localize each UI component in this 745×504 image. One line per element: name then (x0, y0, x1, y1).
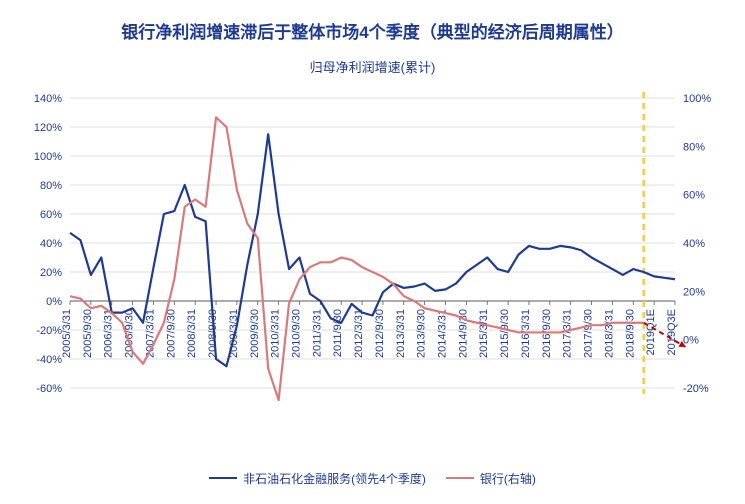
y-left-label: 40% (40, 238, 62, 250)
legend: 非石油石化金融服务(领先4个季度) 银行(右轴) (0, 468, 745, 487)
legend-label: 银行(右轴) (480, 470, 536, 487)
x-tick-label: 2019Q1E (645, 309, 657, 355)
legend-item: 银行(右轴) (446, 470, 536, 487)
x-tick-label: 2011/9/30 (332, 309, 344, 357)
legend-label: 非石油石化金融服务(领先4个季度) (243, 470, 426, 487)
x-tick-label: 2011/3/31 (311, 309, 323, 357)
x-tick-label: 2017/9/30 (583, 309, 595, 358)
chart-container: 银行净利润增速滞后于整体市场4个季度（典型的经济后周期属性） 归母净利润增速(累… (0, 0, 745, 504)
y-left-label: 20% (40, 267, 62, 279)
x-tick-label: 2018/3/31 (603, 309, 615, 358)
y-left-label: 120% (34, 122, 62, 134)
x-tick-label: 2012/3/31 (353, 309, 365, 358)
x-tick-label: 2013/3/31 (395, 309, 407, 358)
y-right-label: 60% (683, 190, 705, 202)
x-tick-label: 2009/9/30 (249, 309, 261, 358)
y-right-label: 0% (683, 335, 699, 347)
y-right-label: -20% (683, 383, 709, 395)
y-right-label: 100% (683, 93, 711, 105)
x-tick-label: 2010/9/30 (290, 309, 302, 358)
y-left-label: 140% (34, 93, 62, 105)
x-tick-label: 2010/3/31 (270, 309, 282, 358)
x-tick-label: 2015/9/30 (499, 309, 511, 358)
x-tick-label: 2015/3/31 (478, 309, 490, 358)
x-tick-label: 2005/9/30 (82, 309, 94, 358)
legend-item: 非石油石化金融服务(领先4个季度) (209, 470, 426, 487)
y-right-label: 20% (683, 286, 705, 298)
y-left-label: 80% (40, 180, 62, 192)
legend-swatch (209, 477, 237, 479)
x-tick-label: 2012/9/30 (374, 309, 386, 358)
y-left-label: 60% (40, 209, 62, 221)
y-left-label: -60% (36, 383, 62, 395)
y-left-label: -20% (36, 325, 62, 337)
y-left-label: 100% (34, 151, 62, 163)
x-tick-label: 2007/9/30 (165, 309, 177, 358)
x-tick-label: 2014/3/31 (437, 309, 449, 358)
y-right-label: 80% (683, 141, 705, 153)
x-tick-label: 2006/3/31 (103, 309, 115, 358)
chart-svg: 2005/3/312005/9/302006/3/312006/9/302007… (0, 0, 745, 504)
x-tick-label: 2005/3/31 (61, 309, 73, 358)
legend-swatch (446, 477, 474, 479)
x-tick-label: 2013/9/30 (416, 309, 428, 358)
x-tick-label: 2017/3/31 (562, 309, 574, 358)
y-left-label: -40% (36, 354, 62, 366)
x-tick-label: 2008/3/31 (186, 309, 198, 358)
y-left-label: 0% (46, 296, 62, 308)
x-tick-label: 2018/9/30 (624, 309, 636, 358)
y-right-label: 40% (683, 238, 705, 250)
x-tick-label: 2019Q3E (666, 309, 678, 355)
